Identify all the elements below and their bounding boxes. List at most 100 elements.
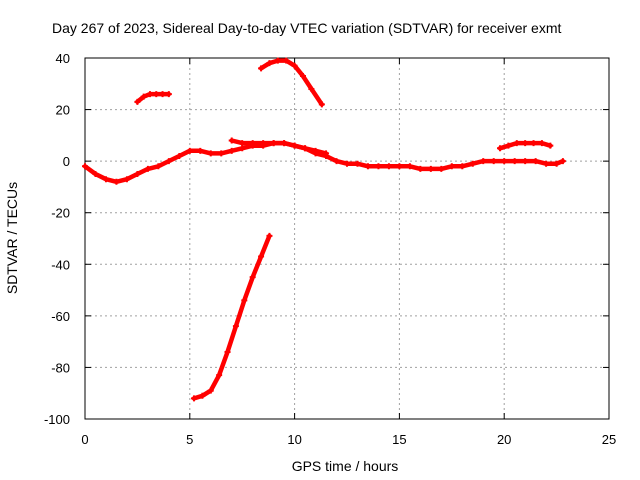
x-tick-label: 10 (287, 432, 301, 447)
data-point (291, 62, 298, 69)
data-point (113, 178, 120, 185)
data-point (559, 158, 566, 165)
data-point (302, 145, 309, 152)
x-tick-label: 0 (81, 432, 88, 447)
data-point (538, 140, 545, 147)
grid (85, 58, 609, 419)
data-point (396, 163, 403, 170)
series-main (82, 140, 566, 185)
data-point (232, 323, 239, 330)
data-point (258, 65, 265, 72)
y-tick-label: -20 (51, 206, 70, 221)
y-tick-label: 0 (63, 154, 70, 169)
data-point (438, 165, 445, 172)
data-point (406, 163, 413, 170)
data-point (505, 142, 512, 149)
data-point (224, 348, 231, 355)
y-tick-label: -60 (51, 309, 70, 324)
data-point (155, 163, 162, 170)
data-point (249, 274, 256, 281)
data-point (134, 98, 141, 105)
x-tick-label: 15 (392, 432, 406, 447)
data-point (228, 137, 235, 144)
data-point (375, 163, 382, 170)
data-point (207, 387, 214, 394)
data-point (459, 163, 466, 170)
data-point (522, 140, 529, 147)
data-point (480, 158, 487, 165)
data-point (197, 147, 204, 154)
data-point (513, 140, 520, 147)
plot-frame (84, 57, 610, 420)
data-point (318, 101, 325, 108)
data-point (547, 142, 554, 149)
data-point (364, 163, 371, 170)
data-point (299, 73, 306, 80)
y-tick-label: 40 (56, 51, 70, 66)
data-point (249, 140, 256, 147)
data-point (165, 158, 172, 165)
data-point (553, 160, 560, 167)
data-point (497, 145, 504, 152)
x-axis-label: GPS time / hours (292, 458, 399, 474)
data-point (270, 140, 277, 147)
data-point (427, 165, 434, 172)
data-point (501, 158, 508, 165)
data-point (266, 60, 273, 67)
data-point (469, 160, 476, 167)
data-point (207, 150, 214, 157)
series-group (82, 57, 566, 402)
x-tick-label: 20 (497, 432, 511, 447)
data-point (199, 392, 206, 399)
data-point (190, 395, 197, 402)
data-point (543, 160, 550, 167)
data-point (323, 150, 330, 157)
data-point (308, 85, 315, 92)
data-point (344, 160, 350, 167)
data-point (140, 93, 147, 100)
data-point (281, 140, 288, 147)
series-arc-1 (135, 91, 172, 105)
data-point (216, 372, 223, 379)
data-point (532, 158, 539, 165)
data-point (218, 150, 225, 157)
y-tick-label: 20 (56, 103, 70, 118)
data-point (153, 91, 160, 98)
y-tick-label: -100 (44, 412, 70, 427)
data-point (186, 147, 193, 154)
axis-ticks: 0 5 10 15 20 25 -100 -80 -60 -40 -20 0 20 40 (44, 51, 616, 447)
chart-title: Day 267 of 2023, Sidereal Day-to-day VTE… (52, 20, 561, 36)
data-point (165, 91, 172, 98)
data-point (159, 91, 166, 98)
data-point (228, 147, 235, 154)
data-point (239, 145, 246, 152)
data-point (82, 163, 88, 170)
data-point (92, 171, 99, 178)
series-arc-4 (229, 138, 329, 156)
data-point (266, 232, 273, 239)
data-point (134, 171, 141, 178)
x-tick-label: 25 (602, 432, 616, 447)
y-tick-label: -40 (51, 257, 70, 272)
data-point (239, 140, 246, 147)
data-point (176, 152, 183, 159)
data-point (291, 142, 298, 149)
data-point (354, 160, 361, 167)
data-point (385, 163, 392, 170)
data-point (102, 176, 109, 183)
data-point (274, 57, 281, 64)
data-point (511, 158, 518, 165)
data-point (144, 165, 151, 172)
y-tick-label: -80 (51, 360, 70, 375)
data-point (241, 297, 248, 304)
x-tick-label: 5 (186, 432, 193, 447)
data-point (146, 91, 153, 98)
data-point (448, 163, 455, 170)
series-arc-3 (191, 233, 272, 401)
data-point (417, 165, 424, 172)
data-point (312, 147, 319, 154)
series-arc-2 (258, 58, 325, 107)
data-point (522, 158, 529, 165)
data-point (333, 158, 340, 165)
